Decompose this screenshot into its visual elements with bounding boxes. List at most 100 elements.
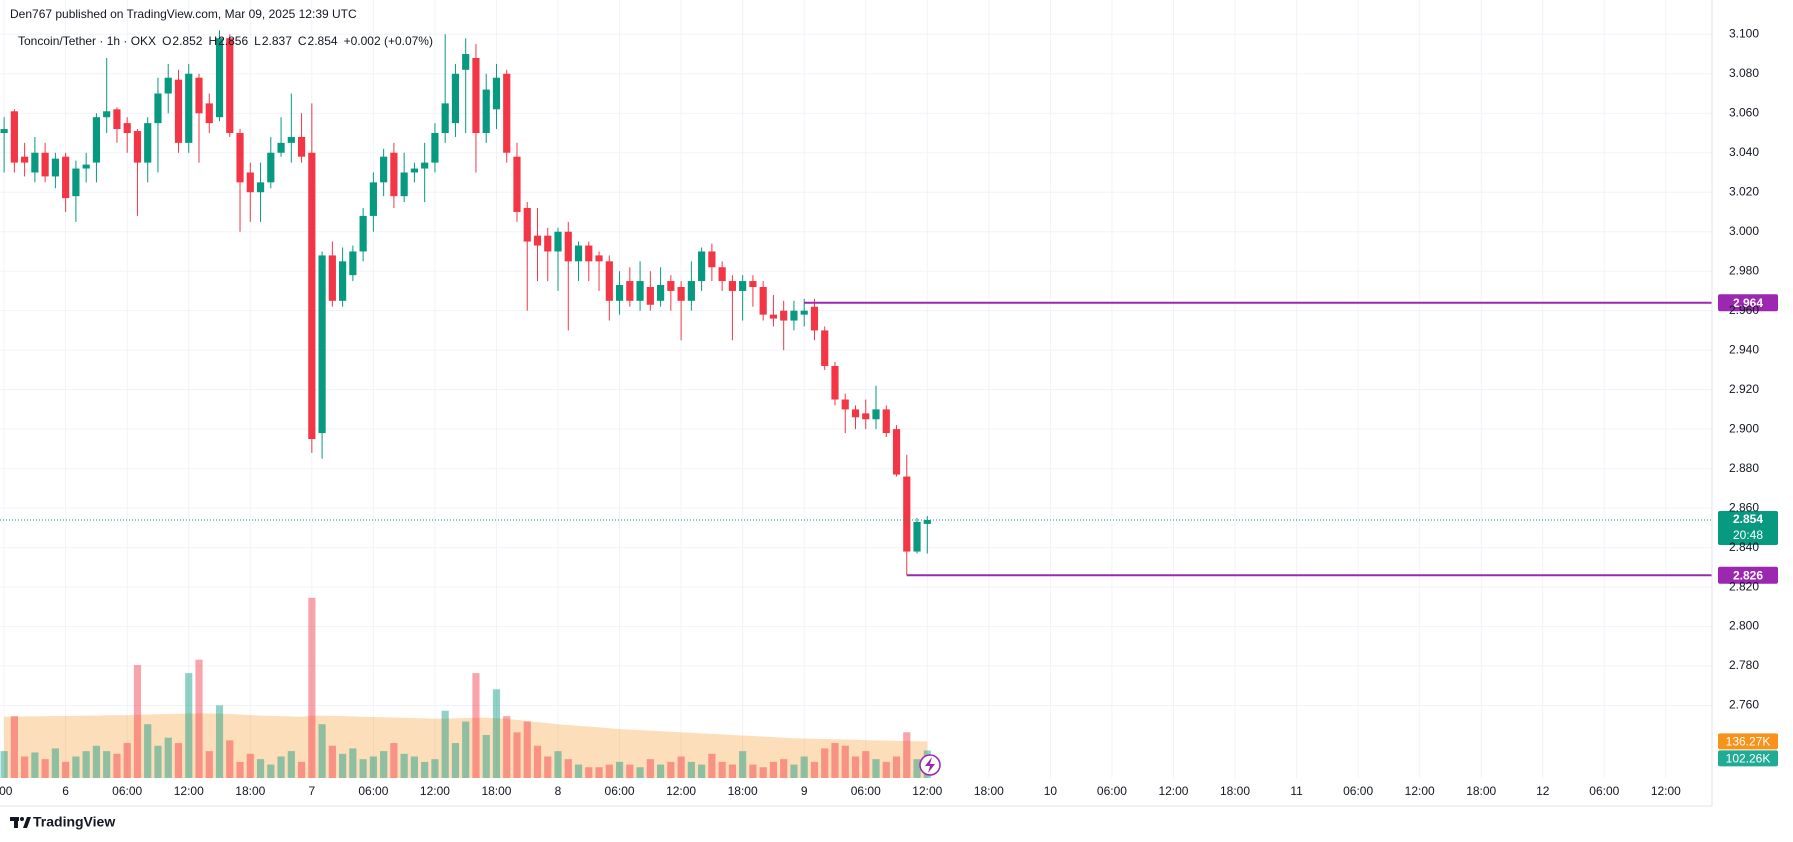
candle-body — [462, 54, 470, 70]
candles — [0, 30, 931, 576]
volume-bar — [790, 764, 798, 778]
y-tick-label: 3.080 — [1729, 66, 1759, 80]
x-tick-label: 12:00 — [1158, 784, 1188, 798]
candle-body — [133, 131, 142, 163]
candle-body — [544, 235, 552, 252]
volume-bar — [667, 761, 675, 778]
volume-bar — [882, 761, 890, 778]
volume-bar — [708, 753, 716, 778]
candle-body — [431, 132, 439, 163]
volume-bar — [615, 761, 624, 778]
x-tick-label: 18:00 — [481, 784, 511, 798]
x-tick-label: 06:00 — [112, 784, 142, 798]
candle-body — [698, 251, 706, 282]
x-tick-label: 06:00 — [1343, 784, 1373, 798]
x-tick-label: 6 — [62, 784, 69, 798]
volume-bar — [185, 673, 193, 778]
volume-bar — [831, 743, 839, 778]
volume-bar — [821, 748, 829, 778]
candle-body — [421, 162, 429, 169]
candle-body — [328, 255, 336, 301]
volume-bar — [0, 751, 8, 778]
volume-bar — [759, 767, 767, 778]
x-tick-label: 7 — [308, 784, 315, 798]
candle-body — [308, 152, 316, 440]
candle-body — [574, 245, 583, 262]
x-tick-label: 12:00 — [912, 784, 942, 798]
x-tick-label: 06:00 — [851, 784, 881, 798]
candle-body — [677, 286, 685, 301]
volume-bar — [369, 756, 377, 778]
x-tick-label: 06:00 — [605, 784, 635, 798]
volume-bar — [123, 743, 131, 778]
candle-body — [0, 129, 8, 133]
volume-bar — [554, 751, 562, 778]
y-tick-label: 2.760 — [1729, 698, 1759, 712]
volume-bar — [872, 759, 880, 778]
volume-bar — [503, 716, 511, 778]
volume-bar — [431, 759, 439, 778]
volume-bar — [380, 751, 388, 778]
candle-body — [780, 310, 788, 321]
volume-bar — [595, 767, 603, 778]
candle-body — [164, 77, 172, 94]
footer-logo: TradingView — [10, 814, 115, 830]
volume-bar — [113, 753, 121, 778]
candle-body — [533, 235, 542, 246]
candle-body — [657, 285, 665, 301]
candle-body — [554, 231, 562, 252]
volume-bar — [626, 764, 634, 778]
volume-bar — [769, 761, 778, 778]
volume-bar — [92, 745, 101, 778]
candle-body — [339, 261, 347, 301]
y-tick-label: 2.940 — [1729, 342, 1759, 356]
y-tick-label: 2.860 — [1729, 500, 1759, 514]
candle-body — [185, 73, 193, 143]
candle-body — [451, 73, 460, 124]
publish-info: Den767 published on TradingView.com, Mar… — [10, 7, 357, 21]
alert-icon[interactable] — [919, 754, 941, 776]
volume-ma-area — [4, 713, 928, 778]
legend-key: H — [208, 34, 217, 48]
candle-body — [390, 152, 398, 197]
grid — [0, 0, 1712, 778]
volume-bar — [728, 764, 736, 778]
volume-bar — [749, 764, 757, 778]
candle-body — [113, 109, 121, 130]
volume-bar — [133, 665, 142, 778]
volume-bar — [903, 732, 911, 778]
candle-body — [92, 117, 101, 163]
volume-bar — [533, 745, 542, 778]
y-tick-label: 2.840 — [1729, 540, 1759, 554]
candle-body — [882, 409, 890, 434]
y-tick-label: 3.020 — [1729, 184, 1759, 198]
volume-bar — [62, 761, 70, 778]
candle-body — [667, 281, 675, 291]
candle-body — [226, 38, 234, 133]
volume-bar — [892, 756, 901, 778]
legend-value: 2.854 — [308, 34, 338, 48]
y-tick-label: 2.880 — [1729, 461, 1759, 475]
volume-bar — [718, 761, 726, 778]
candle-body — [195, 77, 203, 114]
volume-bar — [236, 761, 244, 778]
footer-brand: TradingView — [33, 814, 115, 830]
volume-bar — [390, 743, 398, 778]
candle-body — [708, 251, 716, 268]
candle-body — [739, 281, 747, 291]
candle-body — [523, 208, 531, 242]
candle-body — [62, 156, 70, 199]
candle-body — [903, 476, 911, 552]
candle-body — [790, 310, 798, 321]
last-price-box — [1718, 510, 1778, 545]
volume-pane — [0, 597, 931, 778]
legend-value: 2.837 — [262, 34, 292, 48]
volume-bar — [482, 734, 490, 778]
volume-bar — [913, 759, 921, 778]
legend-value: 2.856 — [218, 34, 248, 48]
volume-bar — [646, 759, 654, 778]
candle-body — [154, 93, 162, 124]
volume-bar — [215, 705, 224, 778]
volume-bar — [82, 751, 90, 778]
